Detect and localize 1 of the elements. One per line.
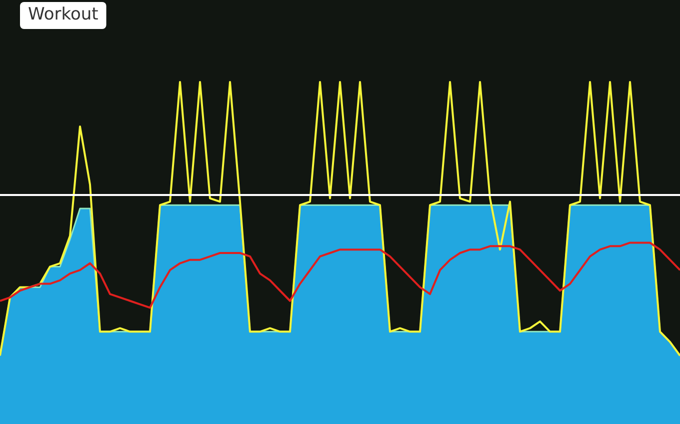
chart-title: Workout (28, 4, 99, 24)
